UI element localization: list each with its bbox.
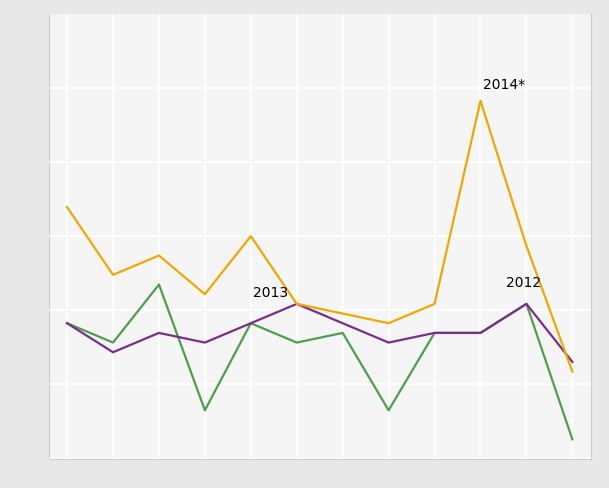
Text: 2012: 2012 bbox=[505, 276, 541, 290]
Text: 2014*: 2014* bbox=[483, 78, 525, 92]
Text: 2013: 2013 bbox=[253, 285, 288, 300]
